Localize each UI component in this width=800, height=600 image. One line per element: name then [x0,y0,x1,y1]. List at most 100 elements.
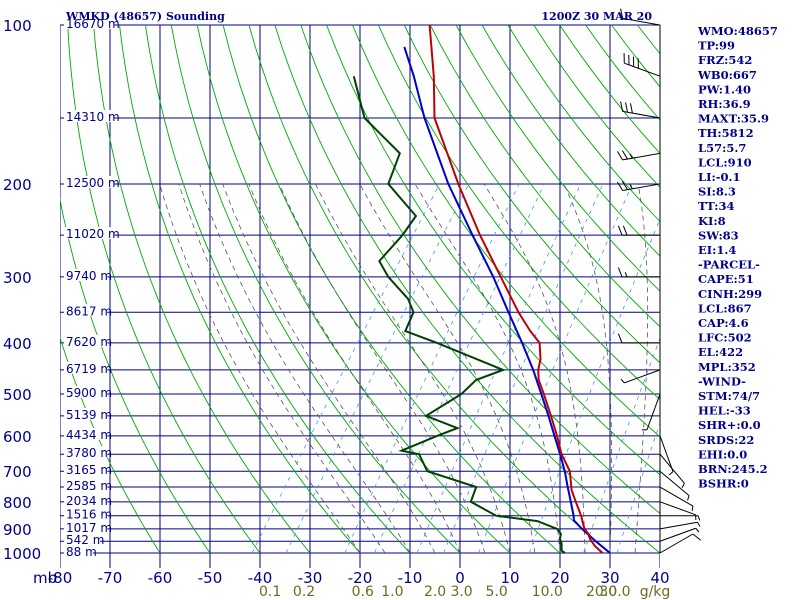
height-label-bg [64,334,108,347]
index-label-bg [696,331,749,345]
index-label: LCL:867 [698,301,752,315]
dry-adiabat [403,24,660,364]
pressure-tick-label: 200 [3,176,32,194]
height-label: 3165 m [66,463,112,477]
index-label-bg [696,156,749,170]
wind-barb-flag [617,267,623,278]
moist-adiabat [159,183,361,554]
dry-adiabat [377,24,660,400]
height-labels: 16670 m 14310 m 12500 m 11020 m 9740 m 8617 m… [64,17,120,559]
index-label-bg [696,302,749,316]
height-label-bg [64,386,108,399]
index-label: RH:36.9 [698,97,751,111]
index-label: STM:74/7 [698,389,760,403]
wind-barb-shaft [659,470,690,497]
index-label: FRZ:542 [698,53,752,67]
index-label: EL:422 [698,345,743,359]
dry-adiabat [455,24,660,292]
wind-barb-flag [692,533,702,541]
wind-barb-flag [625,102,628,113]
temperature-tick-label: -20 [348,569,373,587]
parcel-profile-line [403,46,611,554]
height-label: 5139 m [66,408,112,422]
mixing-ratio-line [443,183,604,554]
height-label: 1017 m [66,521,112,535]
index-label-bg [696,448,749,462]
index-label-bg [696,390,756,403]
index-label: -WIND- [698,374,746,388]
moist-adiabat [248,183,461,554]
index-label-bg [696,244,742,257]
pressure-tick-label: 900 [3,521,32,539]
mixing-ratio-tick-label: 30.0 [599,584,630,600]
height-label: 16670 m [66,17,120,31]
index-label: SHR+:0.0 [698,418,761,432]
height-label: 6719 m [66,362,112,376]
moist-adiabat [359,183,536,554]
height-label-bg [64,227,115,240]
pressure-tick-label: 400 [3,335,32,353]
index-label-bg [696,39,735,53]
index-label: SW:83 [698,228,739,242]
mixing-ratio-line [285,183,470,554]
moist-adiabat [199,183,411,554]
index-label: MPL:352 [698,360,756,374]
index-label-bg [696,171,749,184]
index-label: TH:5812 [698,126,754,140]
mixing-ratio-unit-label: g/kg [640,584,671,600]
station-title: WMKD (48657) Sounding [65,10,225,23]
mixing-ratio-tick-label: 0.6 [352,584,374,600]
height-label-bg [64,361,108,374]
height-label: 5900 m [66,386,112,400]
temperature-tick-label: -40 [248,569,273,587]
wind-barb-shaft [659,435,674,472]
index-label-bg [696,419,756,433]
height-label: 1516 m [66,508,112,522]
height-label-bg [64,545,93,557]
mixing-ratio-tick-label: 1.0 [381,584,403,600]
mixing-ratio-tick-label: 5.0 [485,584,507,600]
dry-adiabat [274,24,660,554]
height-label: 9740 m [66,269,112,283]
height-label-bg [64,407,108,420]
moist-adiabat [414,183,561,554]
dry-adiabat [119,24,361,554]
wind-barb-shaft [622,110,661,119]
mixing-ratio-axis: 0.1 0.2 0.6 1.0 2.0 3.0 5.0 10.0 20.030.0 g/kg [259,584,670,600]
index-label: CAP:4.6 [698,316,749,330]
wind-barb-flag [617,333,623,344]
wind-barb-shaft [622,152,661,161]
mixing-ratio-tick-label: 0.2 [293,584,315,600]
index-label-bg [696,98,749,111]
moist-adiabat [278,183,486,554]
wind-barb-shaft [659,486,694,507]
temperature-profile-line [428,24,604,554]
mixing-ratio-tick-label: 2.0 [424,584,446,600]
wind-barb-flag [620,101,624,112]
height-label: 2034 m [66,494,112,508]
height-label: 14310 m [66,110,120,124]
wind-barb-half-flag [687,495,690,501]
wind-barb-flag [617,225,623,236]
wind-barb-half-flag [629,153,633,159]
index-label: WB0:667 [697,68,757,82]
dry-adiabat [170,24,461,554]
moist-adiabat [483,183,586,553]
wind-barb-flag [629,103,633,114]
temperature-tick-label: 0 [455,569,465,587]
index-label: EI:1.4 [698,243,736,257]
index-label: LI:-0.1 [698,170,741,184]
wind-barb-shaft [659,527,696,542]
index-label-bg [696,127,749,141]
index-label: BRN:245.2 [698,462,768,476]
height-label: 88 m [66,545,97,559]
index-label-bg [696,25,763,38]
wind-barb-half-flag [691,505,694,512]
height-label-bg [64,520,108,533]
mixing-ratio-tick-label: 20.0 [586,584,617,600]
index-label-bg [696,200,735,214]
index-label: -PARCEL- [698,258,760,272]
dry-adiabat [144,24,411,554]
moist-adiabat [634,183,649,554]
